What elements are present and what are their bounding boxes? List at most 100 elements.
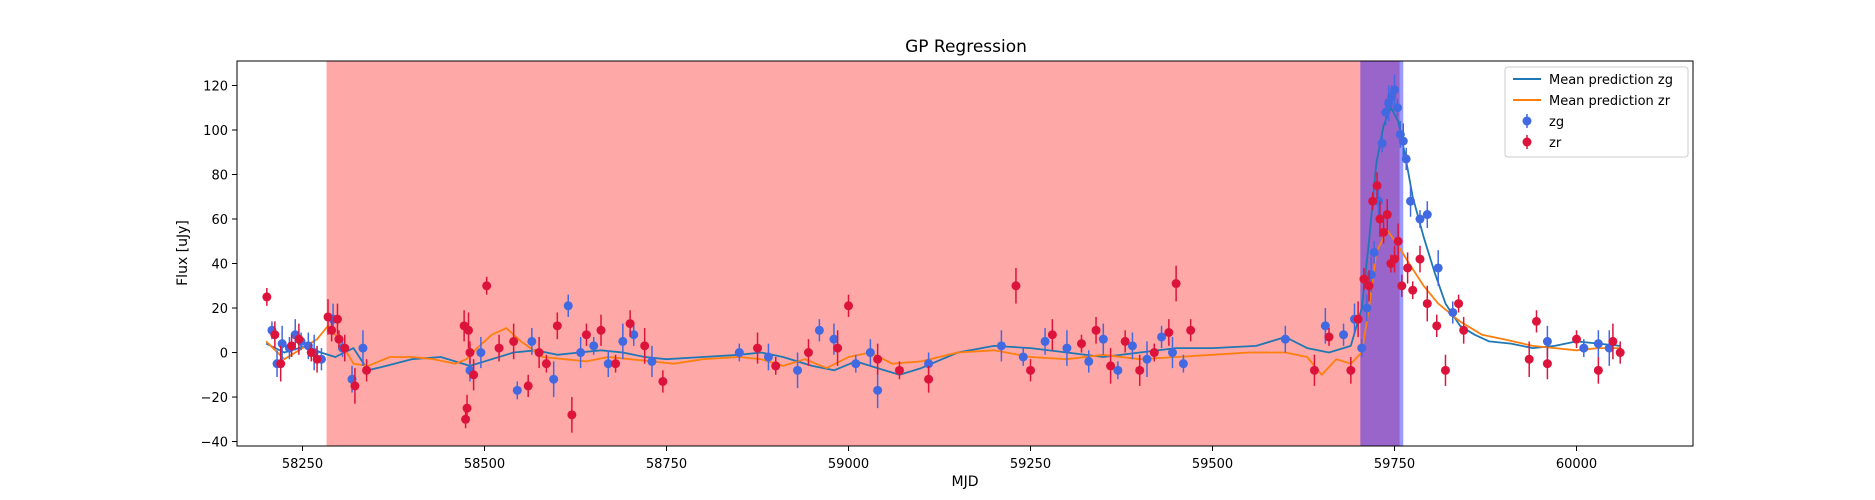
y-tick-label: −20 — [201, 391, 228, 406]
point-zg — [734, 348, 744, 358]
point-zr — [523, 381, 533, 391]
y-tick-label: 100 — [203, 124, 228, 139]
point-zr — [482, 281, 492, 291]
point-zg — [1178, 359, 1188, 369]
point-zr — [1359, 274, 1369, 284]
point-zr — [462, 403, 472, 413]
point-zr — [465, 348, 475, 358]
point-zg — [589, 341, 599, 351]
point-zr — [1397, 281, 1407, 291]
point-zr — [1415, 254, 1425, 264]
y-tick-label: 40 — [211, 258, 228, 273]
point-zr — [625, 319, 635, 329]
point-zr — [658, 376, 668, 386]
point-zr — [494, 343, 504, 353]
point-zr — [873, 354, 883, 364]
point-zr — [1047, 330, 1057, 340]
point-zg — [851, 359, 861, 369]
point-zg — [1448, 307, 1458, 317]
legend-label: Mean prediction zg — [1549, 73, 1673, 88]
point-zr — [1608, 336, 1618, 346]
point-zr — [596, 325, 606, 335]
point-zr — [270, 330, 280, 340]
y-tick-label: 0 — [220, 347, 228, 362]
point-zr — [1346, 365, 1356, 375]
point-zr — [1372, 181, 1382, 191]
point-zg — [1422, 210, 1432, 220]
point-zg — [1167, 348, 1177, 358]
x-tick-label: 58750 — [646, 457, 687, 472]
point-zr — [1408, 285, 1418, 295]
point-zr — [1011, 281, 1021, 291]
point-zr — [567, 410, 577, 420]
point-zr — [1403, 263, 1413, 273]
point-zr — [362, 365, 372, 375]
point-zr — [534, 348, 544, 358]
legend-box — [1504, 66, 1689, 158]
point-zg — [563, 301, 573, 311]
point-zr — [1309, 365, 1319, 375]
point-zg — [1593, 339, 1603, 349]
point-zr — [1379, 227, 1389, 237]
point-zr — [1572, 334, 1582, 344]
legend-swatch-marker — [1522, 137, 1532, 147]
point-zr — [1615, 348, 1625, 358]
point-zr — [1382, 210, 1392, 220]
point-zg — [1084, 356, 1094, 366]
y-tick-label: −40 — [201, 436, 228, 451]
point-zg — [1113, 365, 1123, 375]
point-zg — [1127, 341, 1137, 351]
point-zr — [323, 312, 333, 322]
point-zg — [829, 334, 839, 344]
x-tick-label: 60000 — [1556, 457, 1597, 472]
point-zr — [327, 325, 337, 335]
point-zr — [803, 348, 813, 358]
point-zg — [1406, 196, 1416, 206]
observation-points — [262, 74, 1625, 433]
point-zr — [1524, 354, 1534, 364]
point-zr — [287, 341, 297, 351]
shaded-regions — [326, 61, 1404, 446]
point-zg — [1369, 247, 1379, 257]
point-zr — [1164, 328, 1174, 338]
x-tick-label: 59250 — [1010, 457, 1051, 472]
point-zr — [1324, 332, 1334, 342]
point-zg — [1362, 303, 1372, 313]
point-zg — [1415, 214, 1425, 224]
point-zr — [1459, 325, 1469, 335]
point-zr — [312, 354, 322, 364]
point-zr — [1390, 254, 1400, 264]
point-zr — [350, 381, 360, 391]
point-zr — [753, 343, 763, 353]
point-zg — [873, 385, 883, 395]
point-zr — [464, 325, 474, 335]
point-zr — [552, 321, 562, 331]
point-zg — [1339, 330, 1349, 340]
point-zr — [1454, 299, 1464, 309]
point-zg — [549, 374, 559, 384]
point-zg — [647, 356, 657, 366]
point-zg — [476, 348, 486, 358]
point-zr — [1186, 325, 1196, 335]
y-tick-label: 20 — [211, 302, 228, 317]
point-zr — [340, 343, 350, 353]
point-zr — [461, 414, 471, 424]
point-zg — [1018, 352, 1028, 362]
point-zg — [603, 359, 613, 369]
y-tick-label: 60 — [211, 213, 228, 228]
point-zg — [1604, 343, 1614, 353]
point-zg — [1157, 332, 1167, 342]
x-tick-label: 59500 — [1192, 457, 1233, 472]
x-axis-ticks: 58250 58500 58750 59000 59250 59500 59750 60000 — [282, 446, 1597, 472]
legend-label: Mean prediction zr — [1549, 94, 1671, 109]
chart-title: GP Regression — [905, 37, 1027, 57]
point-zg — [576, 348, 586, 358]
point-zg — [1098, 334, 1108, 344]
point-zr — [332, 314, 342, 324]
point-zg — [814, 325, 824, 335]
point-zg — [1392, 103, 1402, 113]
point-zr — [581, 330, 591, 340]
point-zg — [1377, 138, 1387, 148]
point-zg — [1320, 321, 1330, 331]
